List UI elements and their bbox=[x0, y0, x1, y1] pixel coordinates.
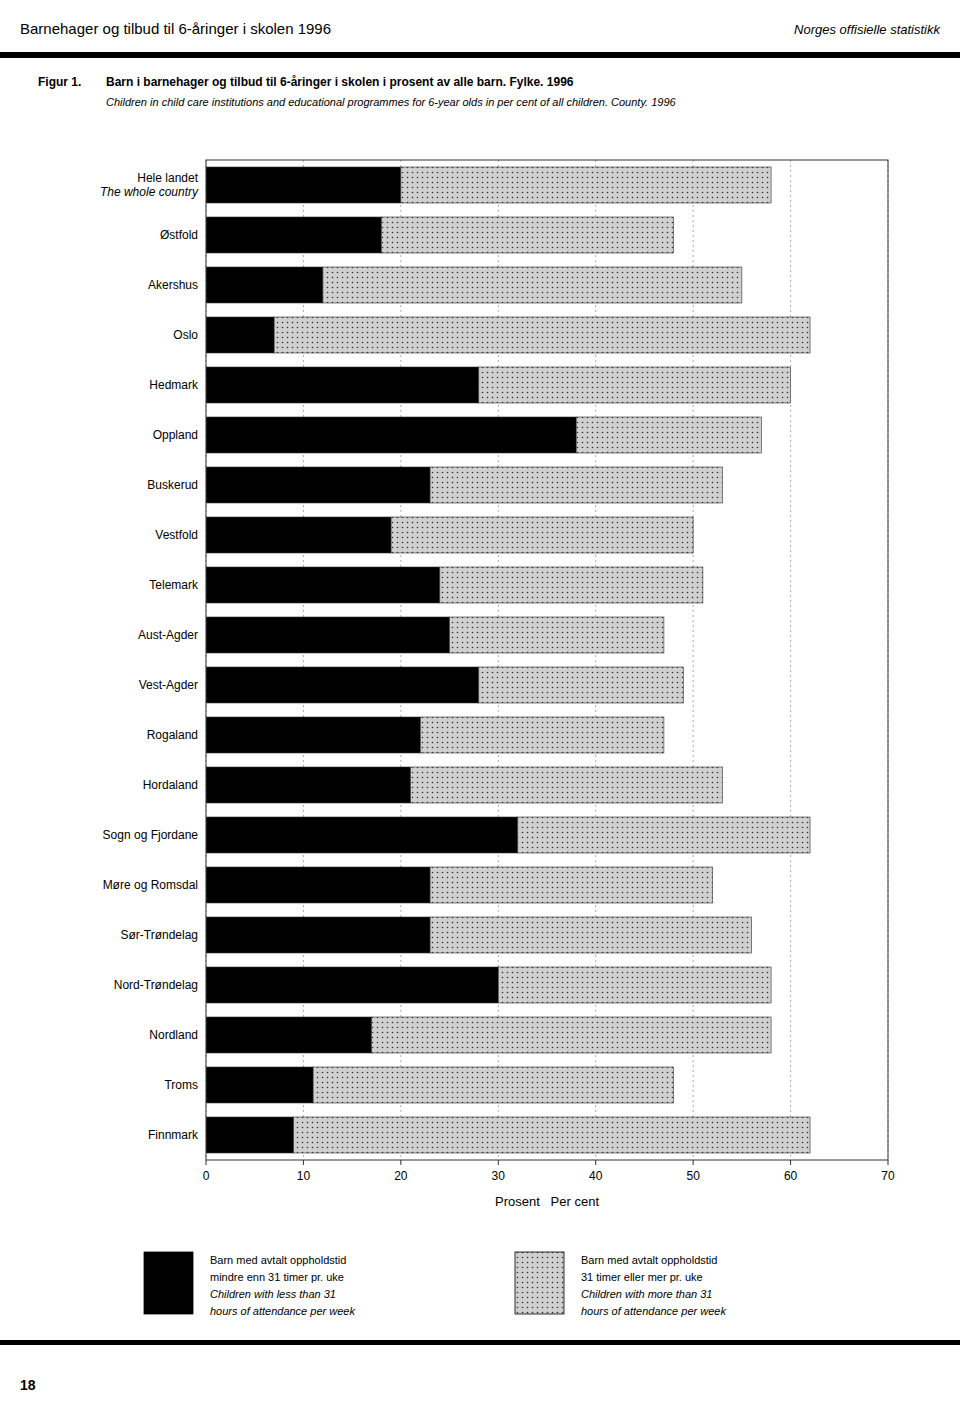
bar bbox=[206, 817, 518, 853]
bar bbox=[479, 367, 791, 403]
bar bbox=[206, 367, 479, 403]
bar bbox=[206, 467, 430, 503]
bar bbox=[401, 167, 771, 203]
x-tick-label: 30 bbox=[492, 1169, 506, 1183]
bar bbox=[440, 567, 703, 603]
x-tick-label: 70 bbox=[881, 1169, 895, 1183]
bar bbox=[381, 217, 673, 253]
category-label: Hedmark bbox=[149, 378, 199, 392]
x-tick-label: 20 bbox=[394, 1169, 408, 1183]
bar bbox=[430, 467, 722, 503]
bar bbox=[206, 217, 381, 253]
bar bbox=[420, 717, 664, 753]
bar bbox=[206, 167, 401, 203]
grid-line bbox=[595, 160, 596, 1160]
category-label: Buskerud bbox=[147, 478, 198, 492]
x-tick-label: 60 bbox=[784, 1169, 798, 1183]
category-label: Aust-Agder bbox=[138, 628, 198, 642]
bar bbox=[206, 267, 323, 303]
x-tick bbox=[303, 1160, 304, 1165]
x-tick-label: 0 bbox=[203, 1169, 210, 1183]
category-label: Østfold bbox=[160, 228, 198, 242]
x-tick bbox=[498, 1160, 499, 1165]
bar bbox=[206, 517, 391, 553]
bar bbox=[576, 417, 761, 453]
bar bbox=[479, 667, 684, 703]
x-tick bbox=[206, 1160, 207, 1165]
plot-frame bbox=[206, 160, 888, 1160]
bar bbox=[323, 267, 742, 303]
bar bbox=[206, 717, 420, 753]
category-label: Hordaland bbox=[143, 778, 198, 792]
page-number: 18 bbox=[20, 1377, 36, 1393]
grid-line bbox=[790, 160, 791, 1160]
legend-swatch bbox=[144, 1252, 193, 1314]
bar bbox=[206, 617, 450, 653]
x-tick bbox=[790, 1160, 791, 1165]
bar bbox=[274, 317, 810, 353]
bar bbox=[206, 767, 411, 803]
x-tick-label: 40 bbox=[589, 1169, 603, 1183]
grid-line bbox=[303, 160, 304, 1160]
category-label: Sogn og Fjordane bbox=[103, 828, 199, 842]
bar bbox=[206, 867, 430, 903]
category-label: Hele landetThe whole country bbox=[100, 171, 199, 199]
x-label: Prosent Per cent bbox=[495, 1194, 599, 1209]
category-label: Oslo bbox=[173, 328, 198, 342]
x-tick bbox=[888, 1160, 889, 1165]
bar bbox=[518, 817, 810, 853]
legend-label: Barn med avtalt oppholdstidmindre enn 31… bbox=[210, 1254, 355, 1317]
category-label: Sør-Trøndelag bbox=[120, 928, 198, 942]
bar bbox=[411, 767, 723, 803]
category-label: Akershus bbox=[148, 278, 198, 292]
category-label: Telemark bbox=[149, 578, 199, 592]
bar bbox=[206, 567, 440, 603]
category-label: Møre og Romsdal bbox=[103, 878, 198, 892]
bar bbox=[313, 1067, 673, 1103]
legend-swatch bbox=[515, 1252, 564, 1314]
bar bbox=[206, 317, 274, 353]
x-tick bbox=[400, 1160, 401, 1165]
legend-label: Barn med avtalt oppholdstid31 timer elle… bbox=[581, 1254, 726, 1317]
footer-rule bbox=[0, 1340, 960, 1345]
bar bbox=[391, 517, 693, 553]
grid-line bbox=[400, 160, 401, 1160]
category-label: Finnmark bbox=[148, 1128, 199, 1142]
category-label: Vestfold bbox=[155, 528, 198, 542]
bar bbox=[206, 417, 576, 453]
bar bbox=[430, 917, 752, 953]
grid-line bbox=[498, 160, 499, 1160]
bar bbox=[294, 1117, 810, 1153]
bar bbox=[206, 1017, 372, 1053]
header-rule bbox=[0, 52, 960, 58]
x-tick-label: 10 bbox=[297, 1169, 311, 1183]
title: Barn i barnehager og tilbud til 6-åringe… bbox=[106, 75, 574, 89]
bars bbox=[206, 167, 810, 1153]
category-label: Vest-Agder bbox=[139, 678, 198, 692]
bar bbox=[206, 1117, 294, 1153]
x-tick-label: 50 bbox=[686, 1169, 700, 1183]
bar bbox=[430, 867, 713, 903]
header-right: Norges offisielle statistikk bbox=[794, 22, 941, 37]
category-label: Oppland bbox=[153, 428, 198, 442]
header-title: Barnehager og tilbud til 6-åringer i sko… bbox=[20, 20, 331, 37]
x-tick bbox=[595, 1160, 596, 1165]
bar bbox=[498, 967, 771, 1003]
bar bbox=[206, 967, 498, 1003]
category-label: Nord-Trøndelag bbox=[114, 978, 198, 992]
x-tick bbox=[693, 1160, 694, 1165]
grid-line bbox=[693, 160, 694, 1160]
category-label: Rogaland bbox=[147, 728, 198, 742]
bar bbox=[206, 667, 479, 703]
bar bbox=[450, 617, 664, 653]
category-label: Troms bbox=[164, 1078, 198, 1092]
bar bbox=[372, 1017, 771, 1053]
bar bbox=[206, 1067, 313, 1103]
category-label: Nordland bbox=[149, 1028, 198, 1042]
subtitle: Children in child care institutions and … bbox=[106, 96, 677, 108]
figure-label: Figur 1. bbox=[38, 75, 81, 89]
bar bbox=[206, 917, 430, 953]
